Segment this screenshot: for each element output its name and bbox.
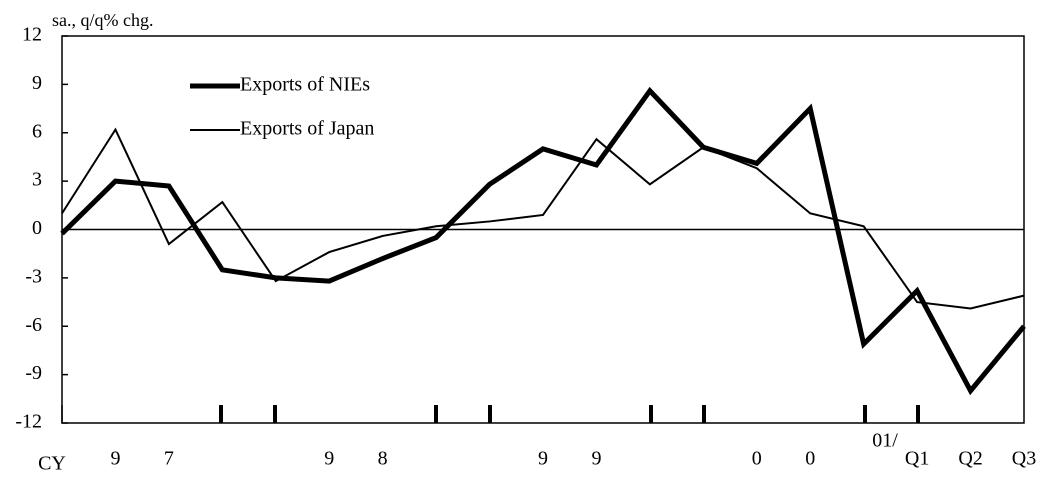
x-tick-label: 9	[538, 448, 548, 470]
y-tick-label: -12	[15, 411, 42, 433]
y-tick-label: 3	[32, 169, 42, 191]
y-axis-label: sa., q/q% chg.	[52, 10, 153, 30]
x-tick-label: 0	[752, 448, 762, 470]
y-tick-label: 6	[32, 120, 42, 142]
y-tick-label: 12	[22, 24, 42, 46]
y-tick-label: -9	[25, 362, 42, 384]
x-tick-label: 9	[324, 448, 334, 470]
x-tick-label: CY	[38, 453, 66, 475]
x-tick-label: Q3	[1012, 448, 1036, 470]
y-tick-label: -6	[25, 314, 42, 336]
y-tick-label: -3	[25, 265, 42, 287]
x-tick-label: 9	[110, 448, 120, 470]
annotation: 01/	[872, 430, 898, 452]
y-tick-label: 0	[32, 217, 42, 239]
legend-label: Exports of NIEs	[240, 74, 370, 96]
year-dividers	[61, 405, 920, 423]
x-tick-label: 7	[164, 448, 174, 470]
x-tick-label: 0	[805, 448, 815, 470]
x-tick-label: 8	[378, 448, 388, 470]
x-tick-label: Q2	[958, 448, 982, 470]
y-tick-label: 9	[32, 72, 42, 94]
x-tick-label: 9	[591, 448, 601, 470]
legend-label: Exports of Japan	[240, 118, 374, 140]
series-line	[61, 127, 1025, 310]
x-tick-label: Q1	[905, 448, 929, 470]
series-line	[60, 86, 1026, 396]
